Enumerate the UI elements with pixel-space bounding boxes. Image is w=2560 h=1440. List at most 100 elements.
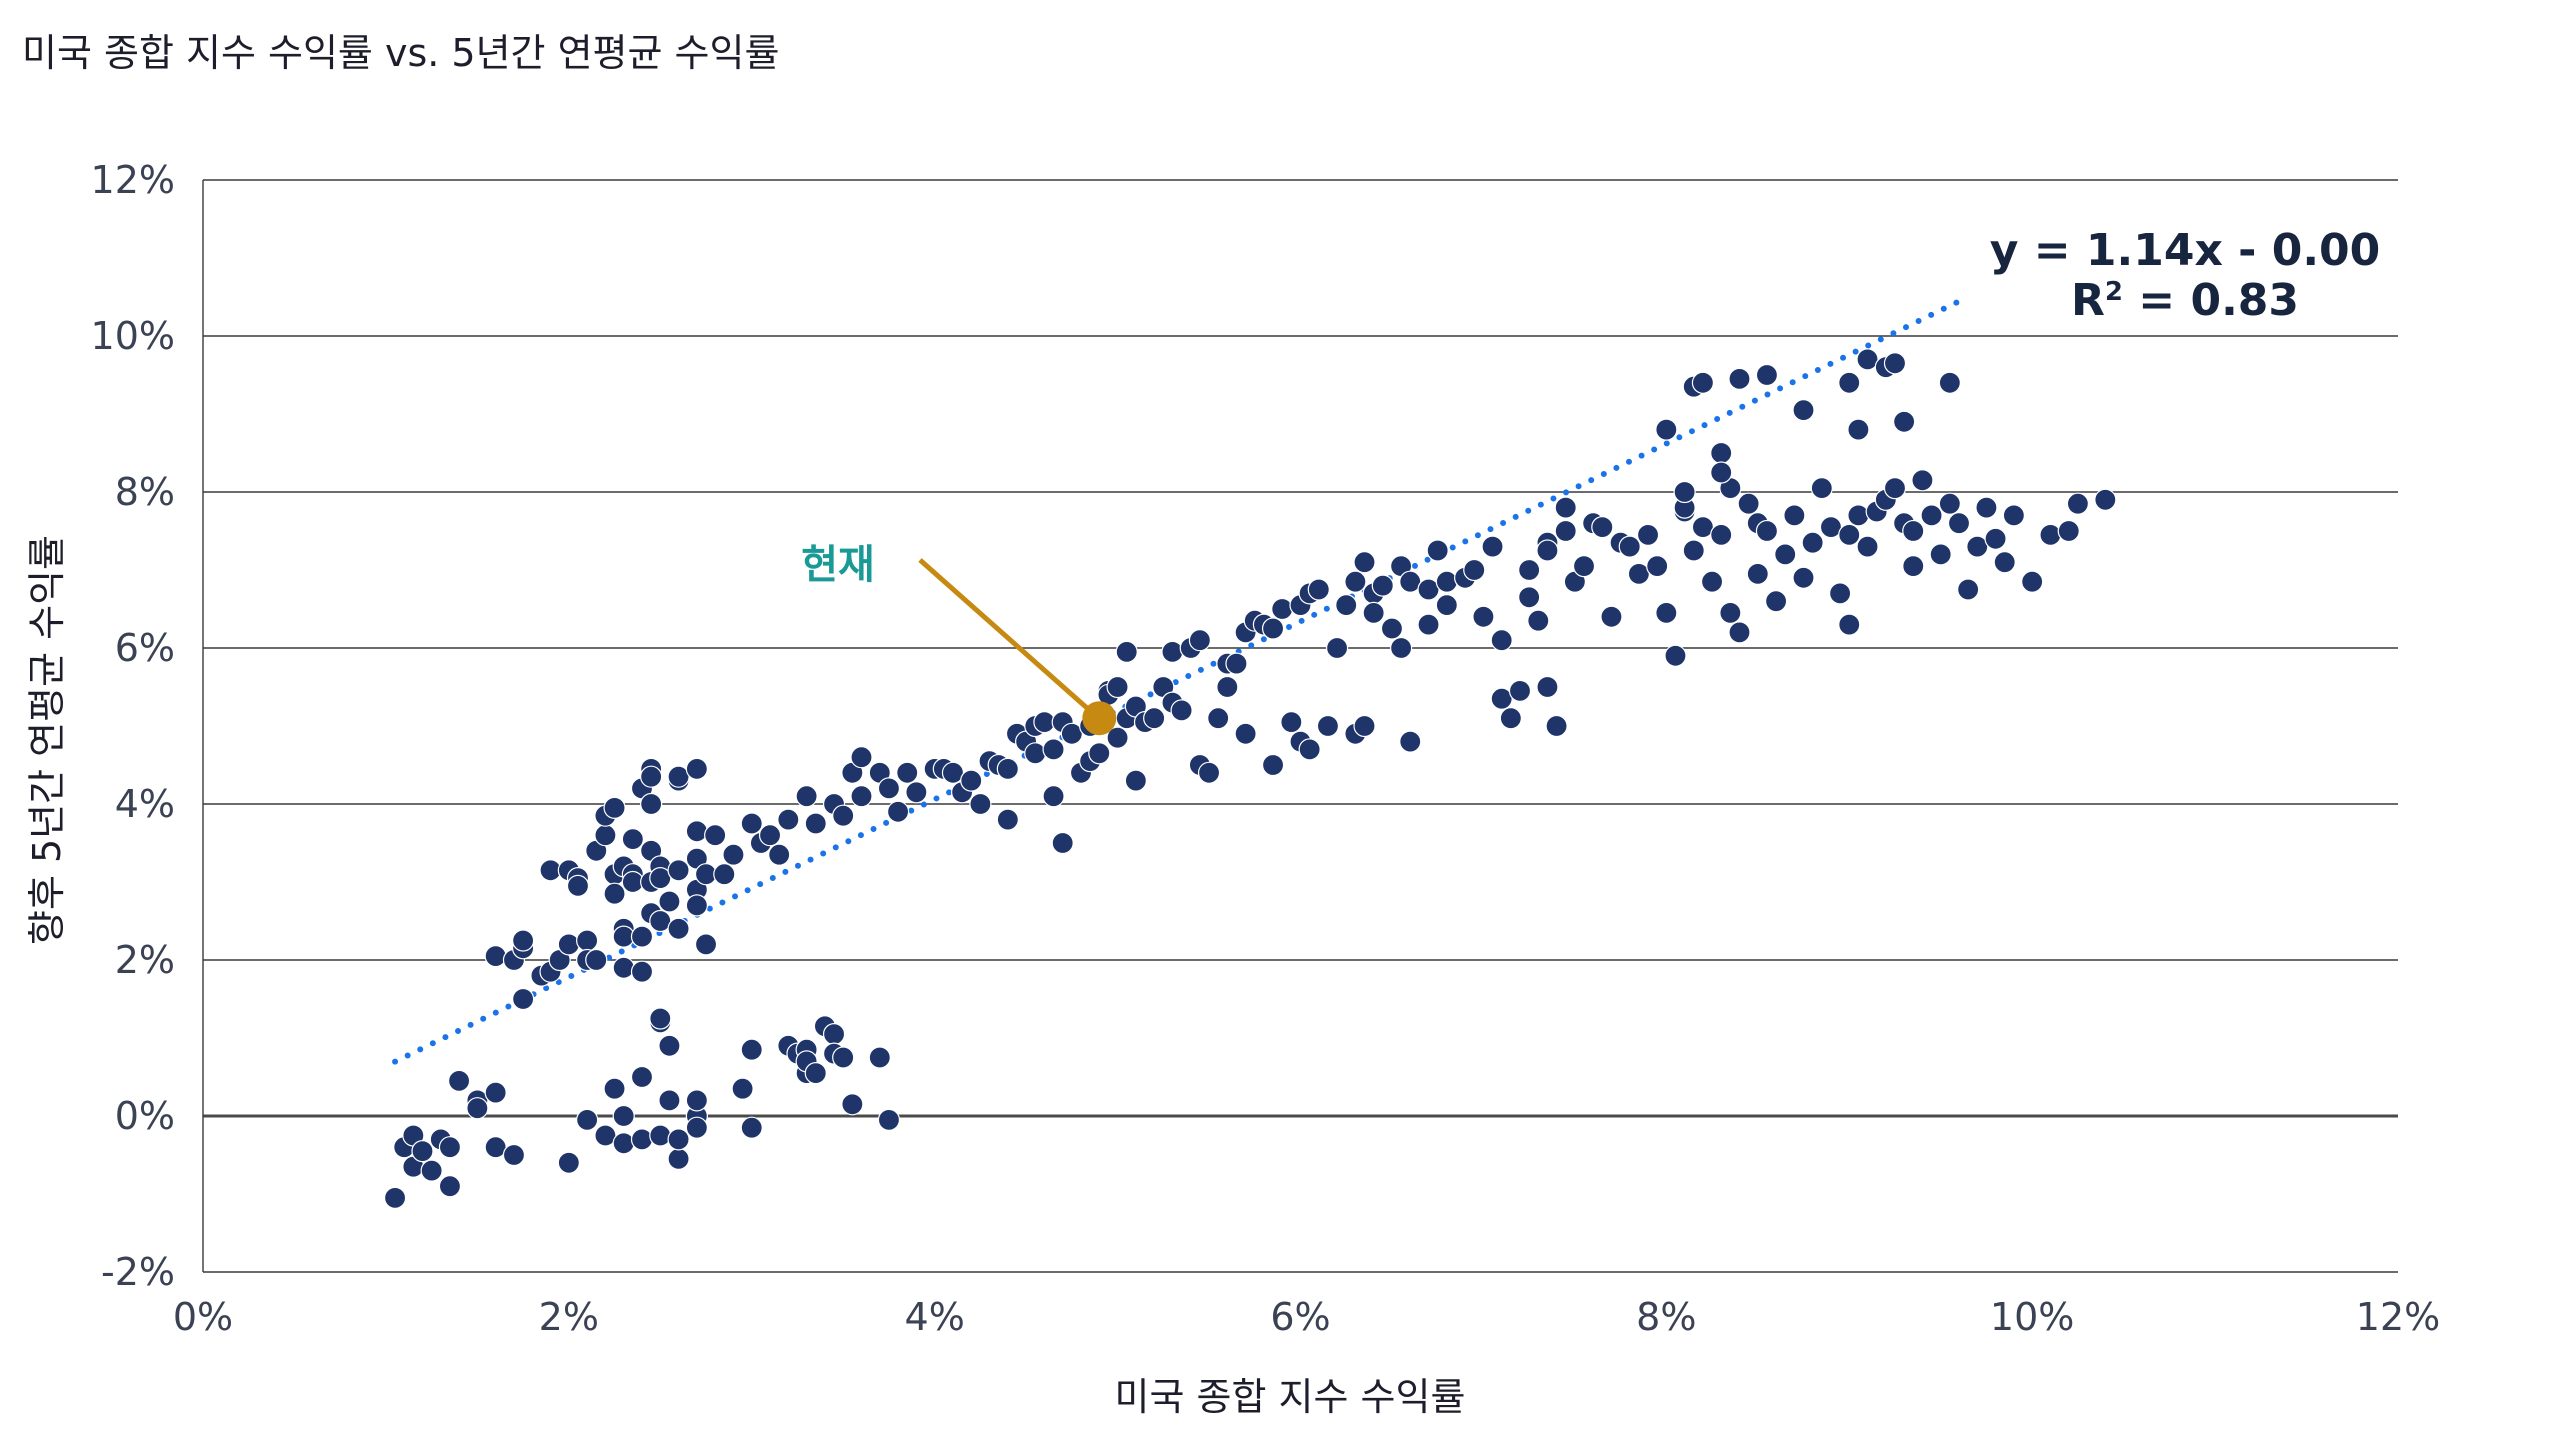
data-point	[1435, 570, 1458, 593]
data-point	[1188, 629, 1211, 652]
data-point	[1399, 730, 1422, 753]
data-point	[1554, 519, 1577, 543]
data-point	[713, 863, 736, 886]
data-point	[1261, 753, 1285, 777]
data-point	[1463, 558, 1486, 582]
trendline-equation: y = 1.14x - 0.00	[1990, 225, 2381, 276]
data-point	[612, 956, 635, 979]
x-axis: 0% 2% 4% 6% 8% 10% 12%	[173, 1295, 2440, 1339]
data-point	[484, 1081, 507, 1104]
data-point	[612, 1132, 635, 1155]
data-point	[1390, 636, 1413, 660]
data-point	[841, 1093, 864, 1116]
data-point	[557, 1151, 580, 1174]
r-squared-base: R	[2071, 275, 2105, 326]
data-point	[1746, 562, 1769, 586]
x-tick-label: 10%	[1990, 1295, 2074, 1339]
y-axis: -2% 0% 2% 4% 6% 8% 10% 12%	[91, 158, 175, 1294]
x-tick-label: 0%	[173, 1295, 233, 1339]
data-point	[1051, 831, 1074, 855]
data-point	[1957, 578, 1980, 601]
data-point	[1673, 480, 1696, 504]
data-point	[1197, 761, 1221, 784]
y-axis-label: 향후 5년간 연평균 수익률	[25, 535, 69, 945]
data-point	[1426, 539, 1449, 562]
data-point	[1545, 714, 1568, 738]
data-point	[1655, 418, 1678, 441]
data-point	[383, 1186, 407, 1210]
data-point	[740, 1116, 763, 1139]
data-point	[1838, 613, 1861, 636]
data-point	[1691, 371, 1715, 394]
data-point	[1088, 742, 1111, 765]
data-point	[1929, 543, 1952, 566]
data-point	[658, 890, 681, 913]
data-point	[1792, 399, 1815, 422]
data-point	[1975, 496, 1998, 519]
data-point	[1106, 675, 1129, 699]
data-point	[740, 812, 763, 835]
data-point	[896, 761, 919, 784]
data-point	[777, 808, 800, 831]
data-point	[667, 1128, 690, 1151]
data-point	[603, 1077, 626, 1100]
current-marker-group: 현재	[801, 542, 1117, 736]
x-tick-label: 4%	[905, 1295, 965, 1339]
data-point	[1737, 492, 1760, 515]
data-point	[1435, 593, 1458, 617]
data-point	[585, 948, 608, 972]
data-point	[1783, 504, 1806, 527]
data-point	[704, 824, 727, 847]
data-point	[1755, 519, 1779, 543]
data-point	[795, 785, 818, 808]
data-point	[1792, 566, 1815, 589]
data-point	[1810, 477, 1833, 500]
data-point	[1325, 636, 1349, 660]
data-point	[1883, 477, 1907, 500]
data-point	[658, 1034, 681, 1057]
data-point	[594, 824, 617, 847]
data-point	[1993, 551, 2016, 574]
data-point	[1271, 597, 1294, 621]
data-point	[1911, 469, 1934, 492]
data-point	[758, 824, 782, 847]
data-point	[1984, 527, 2007, 550]
data-point	[658, 1089, 681, 1112]
data-point	[1554, 496, 1577, 519]
data-point	[685, 1116, 708, 1139]
data-point	[1838, 523, 1861, 547]
data-point	[1764, 590, 1788, 613]
data-point	[630, 960, 654, 983]
data-point	[1106, 726, 1129, 749]
data-point	[832, 1046, 855, 1069]
data-point	[1536, 675, 1559, 699]
data-point	[1115, 640, 1138, 664]
data-point	[1682, 539, 1705, 562]
data-point	[1728, 621, 1751, 644]
data-point	[722, 843, 745, 866]
data-point	[621, 827, 644, 851]
data-point	[447, 1069, 471, 1093]
data-point	[1225, 652, 1248, 675]
data-point	[1518, 558, 1541, 582]
x-axis-label: 미국 종합 지수 수익률	[1115, 1375, 1466, 1419]
current-label: 현재	[801, 542, 875, 588]
data-point	[1600, 605, 1623, 628]
data-point	[1847, 504, 1870, 527]
data-point	[1417, 613, 1440, 636]
data-point	[731, 1077, 754, 1100]
data-point	[1499, 707, 1522, 730]
data-point	[1536, 539, 1559, 562]
data-point	[1646, 554, 1669, 578]
data-point	[1655, 601, 1678, 625]
data-point	[1902, 554, 1925, 578]
data-point	[2057, 519, 2080, 543]
y-tick-label: 0%	[115, 1094, 175, 1138]
data-point	[557, 933, 580, 956]
x-tick-label: 2%	[539, 1295, 599, 1339]
data-point	[484, 944, 507, 968]
data-point	[566, 874, 590, 898]
data-point	[1472, 605, 1495, 628]
data-point	[1042, 785, 1065, 808]
